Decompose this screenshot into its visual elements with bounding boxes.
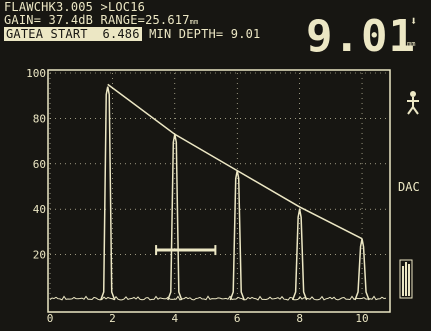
gain-range-text: GAIN= 37.4dB RANGE=25.617	[4, 13, 190, 27]
file-info: FLAWCHK3.005 >LOC16	[4, 0, 146, 14]
reading-unit: mm	[407, 40, 416, 48]
gate-start-text: GATEA START	[6, 27, 88, 41]
echo-peak	[167, 134, 183, 301]
gate-start-label: GATEA START 6.486	[4, 27, 142, 41]
chart-grid	[49, 72, 387, 300]
x-tick-labels: 0 2 4 6 8 10	[47, 312, 369, 325]
battery-level-icon	[398, 258, 414, 300]
y-tick-labels: 100 80 60 40 20	[26, 67, 46, 262]
x-tick-label: 6	[234, 312, 241, 325]
y-tick-label: 40	[33, 203, 46, 216]
chart-frame	[47, 69, 391, 313]
min-depth: MIN DEPTH= 9.01	[149, 27, 261, 41]
x-tick-label: 0	[47, 312, 54, 325]
a-scan-baseline	[49, 295, 387, 301]
x-tick-label: 2	[109, 312, 116, 325]
x-tick-label: 10	[355, 312, 368, 325]
y-tick-label: 100	[26, 67, 46, 80]
gain-range-info: GAIN= 37.4dB RANGE=25.617mm	[4, 14, 198, 29]
echo-peak	[100, 86, 116, 301]
y-tick-label: 20	[33, 249, 46, 262]
dac-mode-label: DAC	[398, 180, 420, 194]
probe-icon	[403, 90, 423, 116]
range-unit: mm	[189, 18, 199, 26]
down-arrow-icon: ⬇	[410, 14, 418, 28]
echo-peak	[291, 209, 308, 301]
gate-info: GATEA START 6.486 MIN DEPTH= 9.01	[4, 27, 261, 41]
gate-a	[155, 245, 217, 256]
x-tick-label: 4	[172, 312, 179, 325]
y-tick-label: 60	[33, 158, 46, 171]
x-tick-label: 8	[296, 312, 303, 325]
dac-curve	[107, 83, 363, 240]
gate-start-value: 6.486	[102, 27, 140, 41]
echo-peak	[354, 238, 370, 301]
thickness-reading: 9.01	[306, 11, 416, 62]
echo-peak	[229, 170, 245, 301]
y-tick-label: 80	[33, 112, 46, 125]
